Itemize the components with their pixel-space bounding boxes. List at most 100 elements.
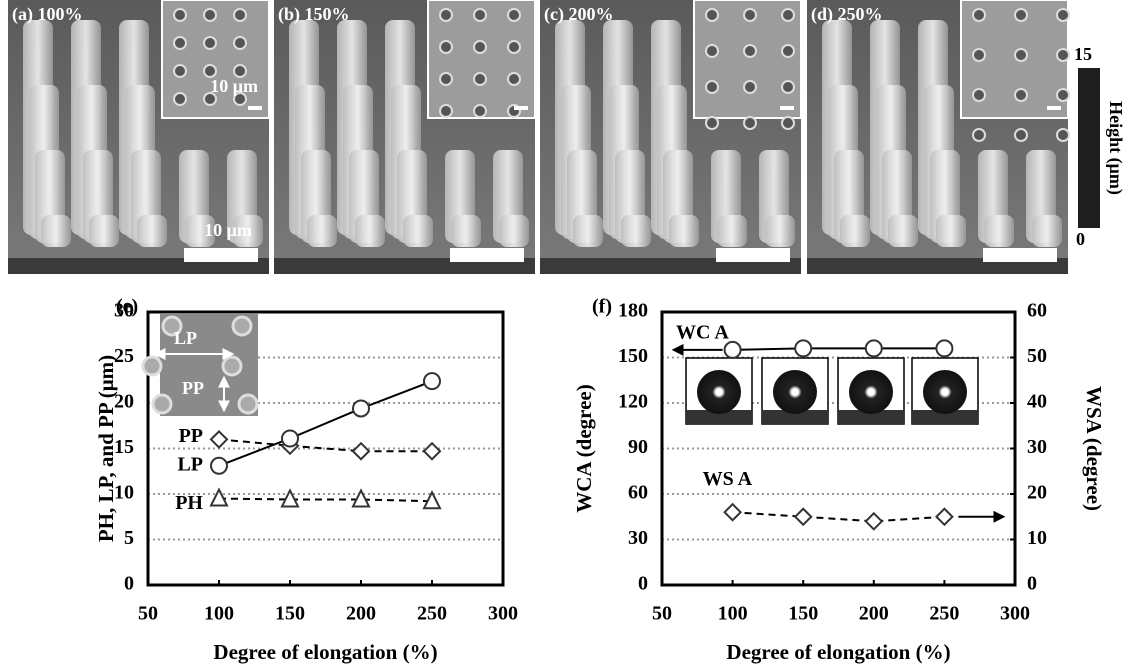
pillar xyxy=(451,215,481,247)
marker xyxy=(423,372,441,391)
y2-tick-label: 40 xyxy=(1027,391,1047,413)
marker xyxy=(723,502,743,522)
inset-pillar xyxy=(173,8,187,22)
inset-pillar xyxy=(203,64,217,78)
x-tick-label: 100 xyxy=(718,603,748,625)
y-tick-label: 30 xyxy=(628,527,648,549)
y-tick-label: 20 xyxy=(114,391,134,413)
pillar xyxy=(233,215,263,247)
pillar xyxy=(984,215,1014,247)
inset-pillar xyxy=(233,64,247,78)
inset-scale-label: 10 μm xyxy=(210,76,258,96)
inset-pillar xyxy=(1014,88,1028,102)
pillar xyxy=(840,215,870,247)
inset-pillar xyxy=(743,116,757,130)
pillar xyxy=(621,215,651,247)
y-axis-label: PH, LP, and PP (μm) xyxy=(94,355,118,542)
y2-tick-label: 50 xyxy=(1027,345,1047,367)
x-axis-label: Degree of elongation (%) xyxy=(213,640,437,664)
colorbar-label: Height (μm) xyxy=(1105,101,1126,195)
inset-pillar xyxy=(781,8,795,22)
series-line xyxy=(732,347,945,351)
y-tick-label: 90 xyxy=(628,436,648,458)
marker xyxy=(422,490,442,510)
inset-pillar xyxy=(173,36,187,50)
inset-pillar xyxy=(231,315,253,337)
pillar xyxy=(41,215,71,247)
inset-pillar xyxy=(781,80,795,94)
inset-pillar xyxy=(233,36,247,50)
pillar xyxy=(765,215,795,247)
marker xyxy=(280,488,300,508)
panel-label: (a) 100% xyxy=(12,4,83,25)
inset-pillar xyxy=(439,40,453,54)
y-tick-label: 150 xyxy=(618,345,648,367)
y-tick-label: 30 xyxy=(114,300,134,322)
panel-label: (b) 150% xyxy=(278,4,350,25)
pillar xyxy=(185,215,215,247)
pillar xyxy=(307,215,337,247)
pillar xyxy=(936,215,966,247)
inset-pillar xyxy=(705,8,719,22)
inset-pillar xyxy=(507,40,521,54)
marker xyxy=(794,339,813,358)
inset-pillar xyxy=(233,8,247,22)
marker xyxy=(864,339,883,358)
inset-pillar xyxy=(507,8,521,22)
series-label: WC A xyxy=(676,322,729,344)
y-axis-label: WCA (degree) xyxy=(572,384,596,513)
marker xyxy=(422,441,442,461)
pillar xyxy=(573,215,603,247)
inset-pillar xyxy=(972,128,986,142)
y-tick-label: 10 xyxy=(114,482,134,504)
y2-tick-label: 20 xyxy=(1027,482,1047,504)
marker xyxy=(934,507,954,527)
pillar xyxy=(499,215,529,247)
inset-scale-bar xyxy=(1047,106,1061,110)
inset-pillar xyxy=(473,104,487,118)
inset-label: LP xyxy=(174,328,197,348)
x-tick-label: 300 xyxy=(488,603,518,625)
y-tick-label: 15 xyxy=(114,436,134,458)
panel-label: (f) xyxy=(592,296,612,318)
plot-frame xyxy=(660,310,1017,587)
marker xyxy=(210,456,228,475)
pillar xyxy=(89,215,119,247)
pillar xyxy=(717,215,747,247)
series-line xyxy=(218,380,433,467)
x-tick-label: 50 xyxy=(138,603,158,625)
inset-pillar xyxy=(221,355,243,377)
panel-label: (c) 200% xyxy=(544,4,613,25)
droplet xyxy=(849,370,893,414)
droplet-substrate xyxy=(838,410,904,424)
x-tick-label: 150 xyxy=(788,603,818,625)
y2-axis-label: WSA (degree) xyxy=(1082,386,1106,511)
inset-pillar xyxy=(233,92,247,106)
inset-pillar xyxy=(439,72,453,86)
inset-pillar xyxy=(507,72,521,86)
scale-bar xyxy=(716,248,790,262)
series-label: LP xyxy=(177,453,203,475)
marker xyxy=(723,340,742,359)
x-axis-label: Degree of elongation (%) xyxy=(726,640,950,664)
inset-pillar xyxy=(1056,88,1070,102)
y2-tick-label: 0 xyxy=(1027,573,1037,595)
series-line xyxy=(218,438,432,453)
x-tick-label: 100 xyxy=(204,603,234,625)
inset-pillar xyxy=(173,64,187,78)
inset-pillar xyxy=(705,116,719,130)
scale-bar xyxy=(450,248,524,262)
y-tick-label: 0 xyxy=(638,573,648,595)
series-label: PH xyxy=(175,492,203,514)
x-tick-label: 250 xyxy=(929,603,959,625)
marker xyxy=(209,429,229,449)
y2-tick-label: 60 xyxy=(1027,300,1047,322)
inset-pillar xyxy=(705,44,719,58)
x-tick-label: 50 xyxy=(652,603,672,625)
pillar xyxy=(1032,215,1062,247)
inset-scale-bar xyxy=(514,106,528,110)
colorbar xyxy=(1078,68,1100,228)
droplet-substrate xyxy=(762,410,828,424)
colorbar-min: 0 xyxy=(1076,229,1085,249)
